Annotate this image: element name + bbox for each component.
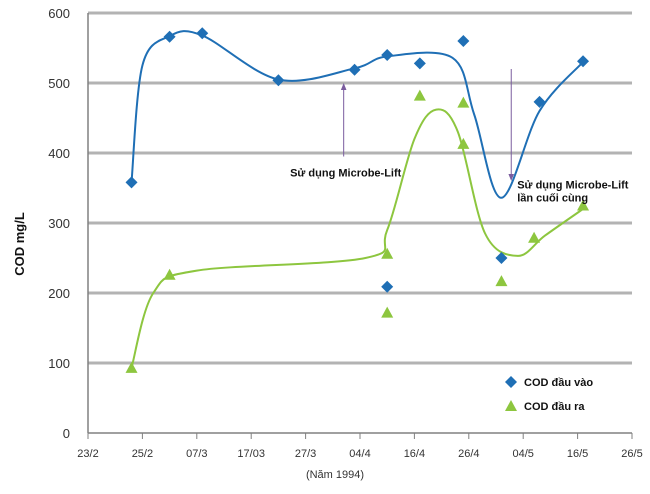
data-point-cod-inlet-1 xyxy=(163,30,176,43)
legend-label-cod-inlet: COD đầu vào xyxy=(524,377,593,389)
y-tick-label-600: 600 xyxy=(48,6,70,21)
data-point-cod-outlet-8 xyxy=(528,231,541,243)
data-point-cod-inlet-10 xyxy=(533,95,546,108)
annotation-text-1: Sử dụng Microbe-Lift xyxy=(290,168,402,180)
x-tick-label-4: 27/3 xyxy=(295,448,316,460)
annotation-text-2-line-1: Sử dụng Microbe-Lift xyxy=(517,180,629,192)
data-point-cod-inlet-5 xyxy=(381,49,394,61)
grid-lines xyxy=(88,11,632,365)
x-tick-label-3: 17/03 xyxy=(237,448,265,460)
data-point-cod-outlet-9 xyxy=(577,199,590,211)
legend-marker-cod-outlet xyxy=(505,400,517,411)
legend: COD đầu vào COD đầu ra xyxy=(505,376,593,413)
y-axis-label: COD mg/L xyxy=(12,212,27,276)
data-point-cod-outlet-0 xyxy=(125,361,138,373)
x-axis-label: (Năm 1994) xyxy=(306,469,364,481)
y-tick-label-300: 300 xyxy=(48,216,70,231)
legend-label-cod-outlet: COD đầu ra xyxy=(524,401,585,413)
trend-line-cod-outlet xyxy=(130,108,584,369)
annotation-text-2-line-2: lần cuối cùng xyxy=(517,193,588,205)
data-point-cod-inlet-7 xyxy=(413,57,426,70)
x-tick-label-2: 07/3 xyxy=(186,448,207,460)
y-tick-label-200: 200 xyxy=(48,286,70,301)
y-tick-label-100: 100 xyxy=(48,356,70,371)
data-point-cod-outlet-4 xyxy=(413,89,426,101)
x-tick-label-9: 16/5 xyxy=(567,448,588,460)
x-tick-label-8: 04/5 xyxy=(512,448,533,460)
data-point-cod-inlet-11 xyxy=(577,55,590,68)
trend-lines xyxy=(130,30,584,369)
y-tick-label-400: 400 xyxy=(48,146,70,161)
axes: 0 100 200 300 400 500 600 23/2 25/2 07/3 17/03 27/3… xyxy=(48,6,642,460)
x-tick-label-10: 26/5 xyxy=(621,448,642,460)
data-point-cod-outlet-3 xyxy=(381,306,394,318)
x-tick-label-0: 23/2 xyxy=(77,448,98,460)
data-point-cod-outlet-7 xyxy=(495,275,508,287)
data-point-cod-outlet-2 xyxy=(381,247,394,259)
y-tick-label-500: 500 xyxy=(48,76,70,91)
data-point-cod-outlet-1 xyxy=(163,268,176,280)
data-points xyxy=(125,27,590,373)
data-point-cod-inlet-6 xyxy=(381,280,394,293)
x-tick-label-1: 25/2 xyxy=(132,448,153,460)
data-point-cod-inlet-9 xyxy=(495,252,508,264)
data-point-cod-inlet-8 xyxy=(457,35,470,47)
data-point-cod-inlet-2 xyxy=(196,27,209,40)
x-tick-label-5: 04/4 xyxy=(349,448,370,460)
data-point-cod-inlet-3 xyxy=(272,74,285,87)
x-tick-label-7: 26/4 xyxy=(458,448,479,460)
data-point-cod-outlet-6 xyxy=(457,137,470,149)
data-point-cod-inlet-4 xyxy=(348,63,361,76)
data-point-cod-outlet-5 xyxy=(457,96,470,108)
trend-line-cod-inlet xyxy=(130,30,584,199)
x-tick-label-6: 16/4 xyxy=(404,448,425,460)
legend-marker-cod-inlet xyxy=(505,376,517,388)
annotations: Sử dụng Microbe-Lift Sử dụng Microbe-Lift… xyxy=(290,69,629,205)
y-tick-label-0: 0 xyxy=(63,426,70,441)
data-point-cod-inlet-0 xyxy=(125,176,138,189)
